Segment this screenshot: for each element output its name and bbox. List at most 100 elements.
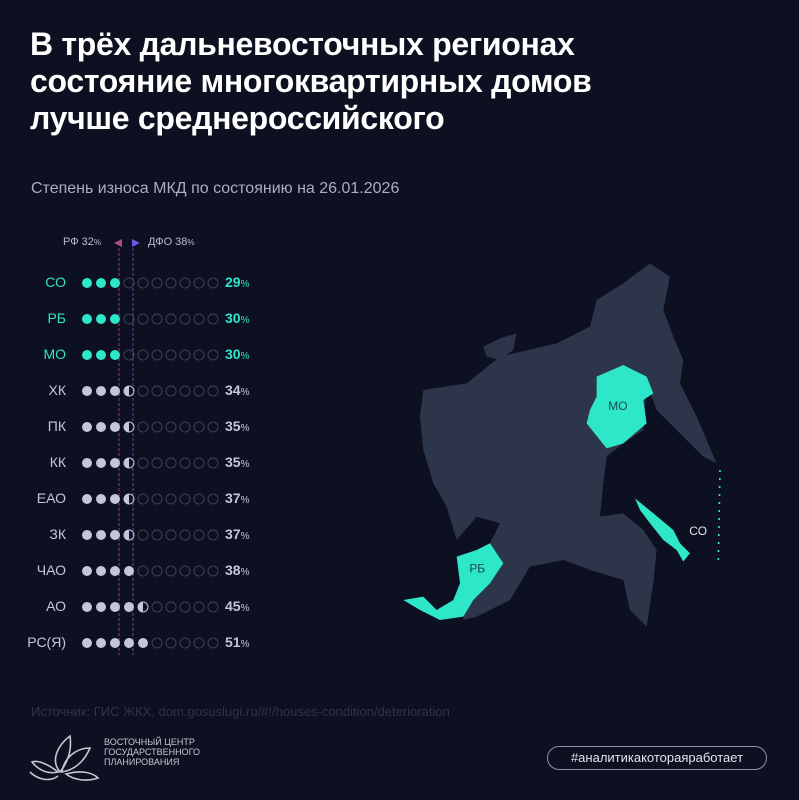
dot-half xyxy=(123,493,135,505)
dot-filled xyxy=(96,386,106,396)
dot-filled xyxy=(124,602,134,612)
source-note: Источник: ГИС ЖКХ, dom.gosuslugi.ru/#!/h… xyxy=(31,704,450,719)
dot-empty xyxy=(165,457,177,469)
dfo-marker-icon xyxy=(132,239,140,247)
dot-filled xyxy=(82,314,92,324)
row-label: АО xyxy=(46,598,66,614)
dot-half xyxy=(123,421,135,433)
dot-empty xyxy=(207,565,219,577)
map-label-mo: МО xyxy=(608,399,627,413)
row-label: РБ xyxy=(47,310,66,326)
dot-empty xyxy=(207,313,219,325)
dot-empty xyxy=(179,565,191,577)
dot-empty xyxy=(207,277,219,289)
dot-empty xyxy=(179,313,191,325)
row-label: СО xyxy=(45,274,66,290)
dot-empty xyxy=(137,385,149,397)
dot-empty xyxy=(151,529,163,541)
row-label: КК xyxy=(49,454,66,470)
dot-empty xyxy=(137,565,149,577)
row-label: ХК xyxy=(48,382,67,398)
dot-empty xyxy=(165,385,177,397)
dot-half xyxy=(137,601,149,613)
dot-empty xyxy=(137,313,149,325)
dot-filled xyxy=(82,530,92,540)
dot-empty xyxy=(179,601,191,613)
dot-empty xyxy=(137,457,149,469)
dot-empty xyxy=(151,277,163,289)
dot-empty xyxy=(151,313,163,325)
row-value: 35% xyxy=(225,454,250,470)
dot-empty xyxy=(207,385,219,397)
dot-empty xyxy=(165,601,177,613)
dot-filled xyxy=(110,638,120,648)
row-value: 51% xyxy=(225,634,250,650)
row-value: 29% xyxy=(225,274,250,290)
dot-empty xyxy=(151,349,163,361)
dot-filled xyxy=(82,566,92,576)
lotus-logo-icon xyxy=(29,734,100,781)
dot-filled xyxy=(96,278,106,288)
map-landmass xyxy=(419,263,717,627)
dot-empty xyxy=(165,421,177,433)
title-line: состояние многоквартирных домов xyxy=(30,63,592,99)
dot-empty xyxy=(165,565,177,577)
dot-filled xyxy=(110,350,120,360)
dot-empty xyxy=(207,529,219,541)
map-region-rb xyxy=(403,543,504,620)
dot-filled xyxy=(82,350,92,360)
dot-empty xyxy=(193,421,205,433)
row-label: ЕАО xyxy=(36,490,66,506)
dot-filled xyxy=(96,566,106,576)
dot-empty xyxy=(151,565,163,577)
dot-empty xyxy=(137,493,149,505)
dot-filled xyxy=(110,530,120,540)
dot-empty xyxy=(151,457,163,469)
dot-empty xyxy=(207,457,219,469)
row-value: 34% xyxy=(225,382,250,398)
dot-filled xyxy=(82,638,92,648)
dot-filled xyxy=(110,386,120,396)
dot-empty xyxy=(165,277,177,289)
logo-line: ГОСУДАРСТВЕННОГО xyxy=(104,747,200,757)
dot-empty xyxy=(151,637,163,649)
dot-filled xyxy=(110,422,120,432)
dot-filled xyxy=(124,566,134,576)
dot-filled xyxy=(82,422,92,432)
dot-empty xyxy=(193,277,205,289)
chart-subtitle: Степень износа МКД по состоянию на 26.01… xyxy=(31,180,400,197)
hashtag-button[interactable]: #аналитикакотораяработает xyxy=(547,746,767,770)
dot-filled xyxy=(96,422,106,432)
dot-empty xyxy=(193,565,205,577)
page-title: В трёх дальневосточных регионах состояни… xyxy=(30,26,592,137)
map-island xyxy=(483,333,517,360)
dot-empty xyxy=(151,421,163,433)
dot-empty xyxy=(179,349,191,361)
map-region-so xyxy=(634,498,690,562)
rf-reference-label: РФ 32% xyxy=(63,236,101,248)
row-value: 37% xyxy=(225,490,250,506)
dot-empty xyxy=(165,637,177,649)
dot-empty xyxy=(179,493,191,505)
dot-filled xyxy=(110,278,120,288)
row-label: РС(Я) xyxy=(27,634,66,650)
dot-empty xyxy=(165,349,177,361)
dot-empty xyxy=(137,421,149,433)
dot-half xyxy=(123,457,135,469)
dot-half xyxy=(123,529,135,541)
title-line: лучше среднероссийского xyxy=(30,100,445,136)
map-label-rb: РБ xyxy=(469,562,485,576)
dot-empty xyxy=(179,277,191,289)
dot-filled xyxy=(82,602,92,612)
dot-empty xyxy=(165,493,177,505)
dot-filled xyxy=(110,458,120,468)
dot-half xyxy=(123,385,135,397)
title-line: В трёх дальневосточных регионах xyxy=(30,26,575,62)
dot-empty xyxy=(207,349,219,361)
map-label-so: СО xyxy=(689,524,707,538)
dot-empty xyxy=(165,313,177,325)
dot-filled xyxy=(96,314,106,324)
